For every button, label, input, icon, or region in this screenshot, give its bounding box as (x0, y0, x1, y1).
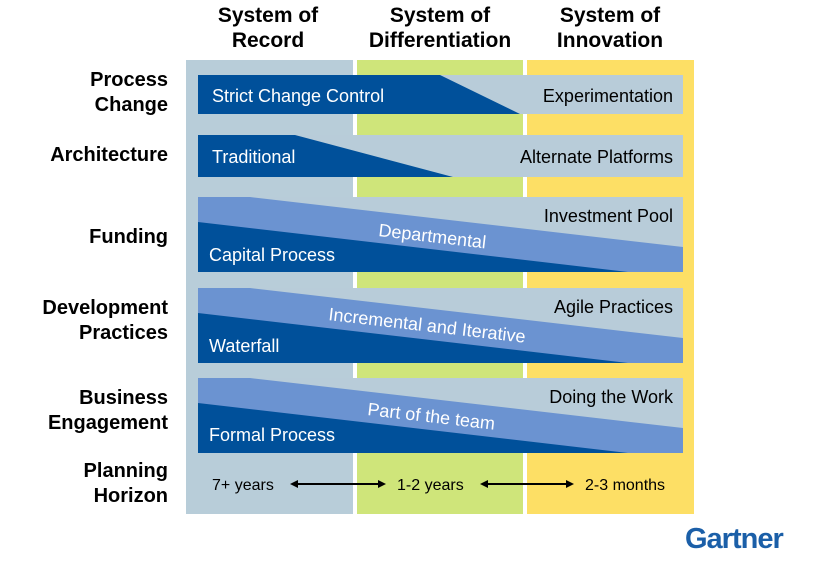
row-label-funding: Funding (89, 226, 168, 248)
label-from: Traditional (212, 147, 295, 167)
gartner-logo: Gartner (685, 523, 783, 555)
svg-text:Process: Process (90, 69, 168, 91)
svg-text:Record: Record (232, 29, 304, 52)
svg-text:System of: System of (560, 4, 661, 27)
label-from: Waterfall (209, 336, 279, 356)
bar-development-practices: Agile Practices Incremental and Iterativ… (198, 288, 683, 363)
label-to: Alternate Platforms (520, 147, 673, 167)
row-label-business-engagement: Business Engagement (48, 387, 168, 434)
row-label-architecture: Architecture (50, 144, 168, 166)
label-to: Investment Pool (544, 206, 673, 226)
svg-text:Differentiation: Differentiation (369, 29, 511, 52)
label-from: Capital Process (209, 245, 335, 265)
svg-text:Innovation: Innovation (557, 29, 663, 52)
double-arrow-icon (480, 480, 574, 488)
bar-business-engagement: Doing the Work Part of the team Formal P… (198, 378, 683, 453)
svg-text:Planning: Planning (84, 460, 168, 482)
double-arrow-icon (290, 480, 386, 488)
row-label-process-change: Process Change (90, 69, 168, 116)
row-label-planning-horizon: Planning Horizon (84, 460, 168, 507)
column-header-record: System of Record (218, 4, 319, 52)
planning-differentiation: 1-2 years (397, 477, 464, 494)
bar-funding: Investment Pool Departmental Capital Pro… (198, 197, 683, 272)
planning-innovation: 2-3 months (585, 477, 665, 494)
svg-text:Funding: Funding (89, 226, 168, 248)
column-header-innovation: System of Innovation (557, 4, 663, 52)
svg-text:Practices: Practices (79, 322, 168, 344)
planning-record: 7+ years (212, 477, 274, 494)
planning-horizon: 7+ years 1-2 years 2-3 months (212, 477, 665, 494)
label-from: Formal Process (209, 425, 335, 445)
column-header-differentiation: System of Differentiation (369, 4, 511, 52)
row-label-development-practices: Development Practices (42, 297, 168, 344)
svg-text:Development: Development (42, 297, 168, 319)
svg-text:System of: System of (218, 4, 319, 27)
svg-text:System of: System of (390, 4, 491, 27)
label-to: Experimentation (543, 86, 673, 106)
label-to: Agile Practices (554, 297, 673, 317)
svg-text:Change: Change (95, 94, 168, 116)
svg-text:Engagement: Engagement (48, 412, 168, 434)
label-from: Strict Change Control (212, 86, 384, 106)
svg-text:Business: Business (79, 387, 168, 409)
label-to: Doing the Work (549, 387, 674, 407)
bar-process-change: Strict Change Control Experimentation (198, 75, 683, 114)
svg-text:Horizon: Horizon (94, 485, 168, 507)
bar-architecture: Traditional Alternate Platforms (198, 135, 683, 177)
svg-text:Architecture: Architecture (50, 144, 168, 166)
